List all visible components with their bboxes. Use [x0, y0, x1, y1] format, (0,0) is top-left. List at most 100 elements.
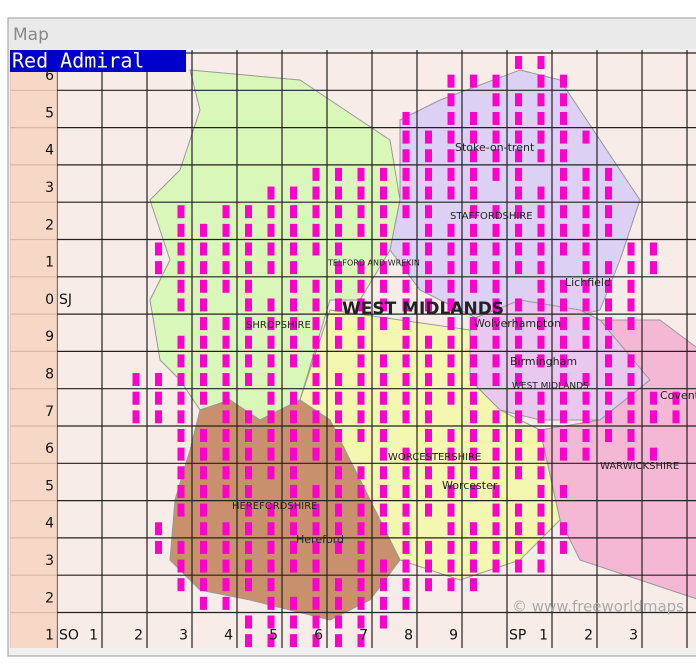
- record-mark: [402, 466, 410, 480]
- record-mark: [447, 447, 455, 461]
- record-mark: [222, 429, 230, 442]
- record-mark: [470, 186, 477, 200]
- column-label: 1: [539, 628, 548, 644]
- record-mark: [492, 111, 500, 125]
- record-mark: [560, 335, 567, 349]
- record-mark: [312, 578, 320, 592]
- record-mark: [605, 279, 612, 293]
- record-mark: [537, 410, 545, 424]
- row-label: 8: [45, 367, 54, 383]
- record-mark: [245, 578, 252, 592]
- record-mark: [267, 391, 275, 405]
- record-mark: [402, 111, 410, 125]
- record-mark: [267, 186, 275, 200]
- row-label: 3: [45, 180, 54, 196]
- record-mark: [177, 484, 185, 498]
- record-mark: [357, 279, 365, 293]
- record-mark: [245, 540, 252, 554]
- record-mark: [560, 111, 567, 125]
- record-mark: [537, 391, 545, 405]
- record-mark: [537, 429, 545, 442]
- record-mark: [177, 242, 185, 256]
- record-mark: [312, 186, 320, 200]
- record-mark: [357, 522, 365, 536]
- record-mark: [425, 242, 432, 256]
- record-mark: [492, 93, 500, 107]
- species-highlight: [10, 50, 186, 72]
- record-mark: [380, 466, 387, 480]
- record-mark: [312, 447, 320, 461]
- record-mark: [492, 317, 500, 331]
- record-mark: [402, 596, 410, 610]
- record-mark: [245, 429, 252, 442]
- record-mark: [132, 410, 140, 424]
- record-mark: [312, 522, 320, 536]
- record-mark: [560, 74, 567, 88]
- column-label: 6: [314, 628, 323, 644]
- record-mark: [312, 298, 320, 312]
- record-mark: [290, 596, 297, 610]
- record-mark: [627, 391, 635, 405]
- record-mark: [537, 223, 545, 237]
- record-mark: [335, 596, 342, 610]
- record-mark: [582, 447, 590, 461]
- record-mark: [492, 466, 500, 480]
- grid-letter: SP: [509, 628, 526, 644]
- record-mark: [200, 391, 207, 405]
- record-mark: [537, 317, 545, 331]
- record-mark: [335, 540, 342, 554]
- record-mark: [537, 93, 545, 107]
- record-mark: [200, 466, 207, 480]
- record-mark: [470, 429, 477, 442]
- record-mark: [537, 74, 545, 88]
- record-mark: [335, 205, 342, 219]
- record-mark: [425, 447, 432, 461]
- record-mark: [312, 596, 320, 610]
- record-mark: [447, 317, 455, 331]
- record-mark: [312, 354, 320, 368]
- record-mark: [380, 223, 387, 237]
- place-label: Worcester: [442, 479, 498, 492]
- record-mark: [650, 242, 657, 256]
- record-mark: [267, 596, 275, 610]
- column-label: 7: [359, 628, 368, 644]
- record-mark: [402, 279, 410, 293]
- record-mark: [222, 373, 230, 387]
- record-mark: [357, 578, 365, 592]
- record-mark: [132, 391, 140, 405]
- record-mark: [380, 373, 387, 387]
- record-mark: [222, 242, 230, 256]
- record-mark: [222, 522, 230, 536]
- record-mark: [380, 167, 387, 181]
- record-mark: [582, 279, 590, 293]
- record-mark: [177, 559, 185, 573]
- record-mark: [447, 223, 455, 237]
- record-mark: [447, 373, 455, 387]
- record-mark: [357, 559, 365, 573]
- record-mark: [650, 410, 657, 424]
- record-mark: [537, 354, 545, 368]
- record-mark: [200, 578, 207, 592]
- record-mark: [515, 223, 522, 237]
- record-mark: [380, 596, 387, 610]
- record-mark: [605, 261, 612, 275]
- record-mark: [627, 354, 635, 368]
- record-mark: [470, 205, 477, 219]
- place-label: Lichfield: [565, 276, 611, 289]
- record-mark: [447, 559, 455, 573]
- record-mark: [132, 373, 140, 387]
- record-mark: [582, 391, 590, 405]
- record-mark: [425, 335, 432, 349]
- row-label: 3: [45, 553, 54, 569]
- record-mark: [582, 298, 590, 312]
- record-mark: [245, 484, 252, 498]
- record-mark: [290, 503, 297, 517]
- record-mark: [267, 335, 275, 349]
- record-mark: [560, 354, 567, 368]
- record-mark: [357, 298, 365, 312]
- record-mark: [447, 298, 455, 312]
- record-mark: [245, 373, 252, 387]
- record-mark: [357, 391, 365, 405]
- record-mark: [447, 466, 455, 480]
